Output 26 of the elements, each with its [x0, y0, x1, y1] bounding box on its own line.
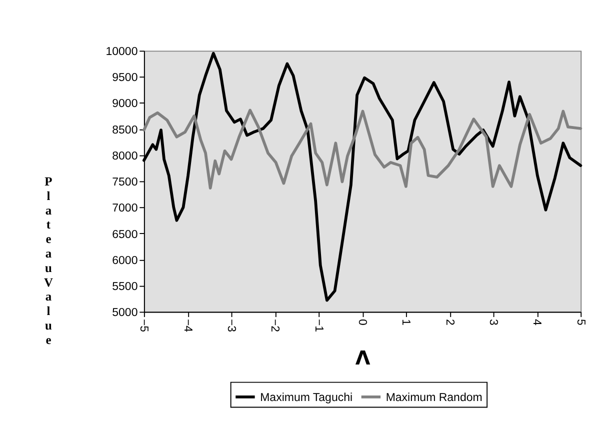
- y-tick-label: 9500: [112, 72, 138, 84]
- x-tick-label: −5: [138, 318, 150, 332]
- x-tick-label: −4: [181, 318, 194, 333]
- x-tick-label: 1: [400, 318, 412, 326]
- y-tick-label: 5500: [112, 280, 138, 293]
- legend-label: Maximum Taguchi: [260, 392, 353, 404]
- y-tick-label: 5000: [112, 307, 138, 320]
- x-tick-label: 3: [486, 318, 499, 326]
- y-tick-label: 8000: [112, 150, 138, 162]
- x-tick-label: −1: [312, 318, 324, 332]
- x-tick-label: −2: [268, 318, 281, 332]
- y-tick-label: 8500: [112, 124, 138, 136]
- y-tick-label: 7000: [112, 202, 138, 215]
- y-tick-label: 9000: [112, 98, 138, 110]
- x-tick-label: 2: [443, 318, 456, 326]
- y-tick-label: 6000: [112, 254, 138, 267]
- y-tick-label: 7500: [112, 176, 138, 189]
- x-tick-label: 5: [574, 318, 586, 326]
- x-tick-label: 4: [530, 318, 543, 326]
- x-tick-label: −3: [224, 318, 237, 332]
- y-tick-label: 6500: [112, 228, 138, 241]
- x-axis-title: Λ: [355, 346, 370, 370]
- y-tick-label: 10000: [106, 46, 138, 58]
- text: Plateau Value: [44, 174, 53, 347]
- legend-label: Maximum Random: [386, 392, 482, 404]
- x-tick-label: 0: [356, 318, 368, 326]
